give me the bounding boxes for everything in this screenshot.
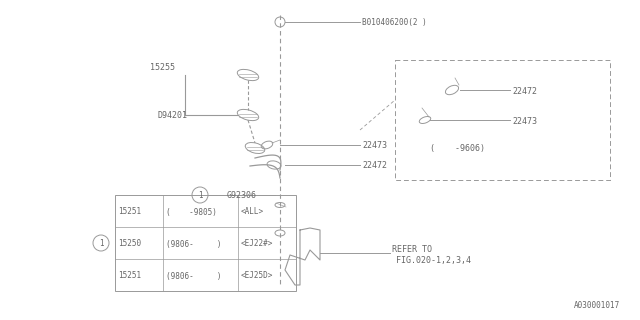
- Text: 22473: 22473: [362, 141, 387, 150]
- Text: D94201: D94201: [157, 111, 187, 121]
- Text: (    -9805): ( -9805): [166, 207, 217, 217]
- Text: <ALL>: <ALL>: [241, 207, 264, 217]
- Text: 15250: 15250: [118, 239, 141, 249]
- Bar: [115, 195, 296, 291]
- Text: G92306: G92306: [227, 191, 257, 201]
- Text: (9806-     ): (9806- ): [166, 271, 221, 281]
- Text: 15251: 15251: [118, 207, 141, 217]
- Text: (9806-     ): (9806- ): [166, 239, 221, 249]
- Text: 1: 1: [99, 239, 103, 249]
- Text: <EJ22#>: <EJ22#>: [241, 239, 273, 249]
- Text: FIG.020-1,2,3,4: FIG.020-1,2,3,4: [396, 255, 471, 265]
- Text: (    -9606): ( -9606): [430, 143, 485, 153]
- Text: REFER TO: REFER TO: [392, 245, 432, 254]
- Text: A030001017: A030001017: [573, 301, 620, 310]
- Text: 15255: 15255: [150, 62, 175, 71]
- Text: B010406200(2 ): B010406200(2 ): [362, 19, 427, 28]
- Text: 22472: 22472: [512, 86, 537, 95]
- Text: <EJ25D>: <EJ25D>: [241, 271, 273, 281]
- Text: 22472: 22472: [362, 162, 387, 171]
- Text: 1: 1: [198, 191, 202, 201]
- Bar: [395, 60, 610, 180]
- Text: 15251: 15251: [118, 271, 141, 281]
- Text: 22473: 22473: [512, 116, 537, 125]
